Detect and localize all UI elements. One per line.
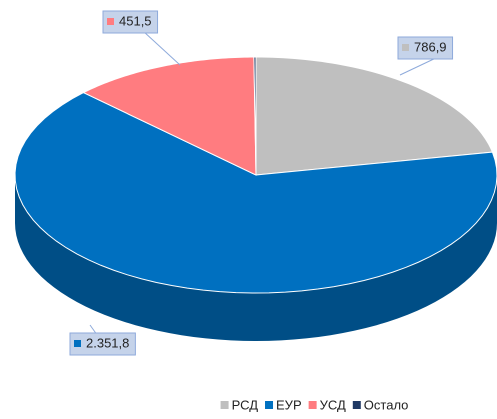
data-label-swatch bbox=[107, 18, 114, 25]
data-label-box bbox=[397, 36, 454, 60]
data-label-swatch bbox=[74, 340, 81, 347]
data-label: 451,5 bbox=[119, 13, 152, 28]
slice bbox=[255, 56, 494, 176]
leader-line bbox=[399, 56, 439, 76]
slice-side bbox=[15, 175, 497, 341]
legend-label: УСД bbox=[320, 397, 346, 412]
slice bbox=[253, 56, 257, 176]
legend-label: РСД bbox=[232, 397, 259, 412]
data-label-swatch bbox=[402, 44, 409, 51]
legend-label: Остало bbox=[364, 397, 409, 412]
legend-swatch bbox=[352, 401, 361, 409]
leader-line bbox=[142, 30, 181, 66]
legend-label: ЕУР bbox=[276, 397, 302, 412]
legend-swatch bbox=[220, 401, 229, 409]
data-label: 786,9 bbox=[414, 39, 447, 54]
data-label-box bbox=[102, 10, 159, 34]
legend-swatch bbox=[308, 401, 317, 409]
slice bbox=[82, 56, 257, 176]
legend-swatch bbox=[265, 401, 274, 409]
data-label-box bbox=[69, 332, 136, 356]
data-label: 2.351,8 bbox=[86, 335, 129, 350]
slice bbox=[14, 92, 497, 294]
